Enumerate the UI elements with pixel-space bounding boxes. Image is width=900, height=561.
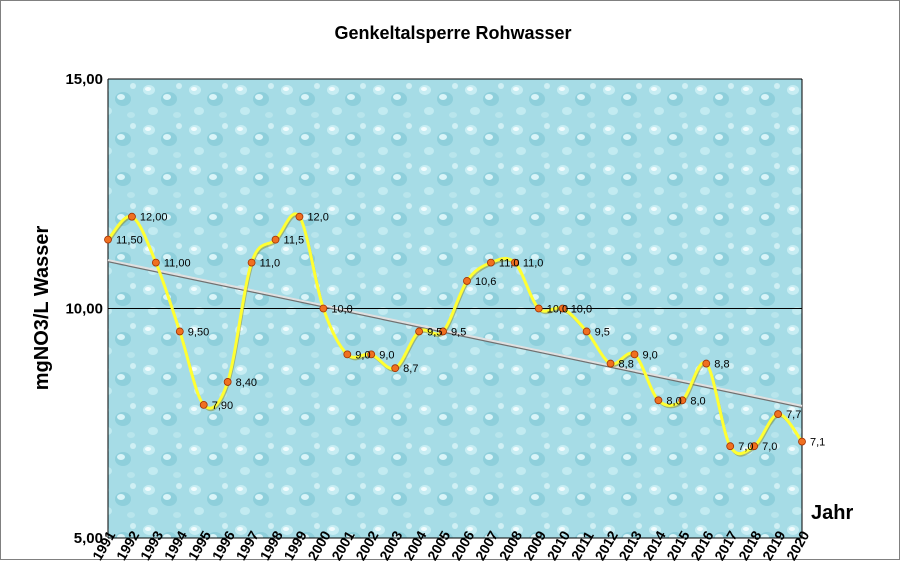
trendline (107, 259, 803, 407)
trendline-shadow (107, 260, 803, 409)
data-label: 8,0 (666, 395, 681, 407)
data-point (223, 378, 232, 386)
series-line-shadow (108, 215, 804, 457)
data-label: 8,0 (690, 395, 705, 407)
y-axis-title: mgNO3/L Wasser (31, 226, 53, 391)
data-label: 7,0 (762, 441, 777, 453)
data-label: 12,0 (307, 212, 328, 224)
data-label: 11,00 (164, 258, 191, 270)
data-point (510, 258, 519, 267)
data-point (367, 350, 376, 359)
data-label: 10,0 (331, 304, 352, 316)
series-line (106, 212, 804, 456)
data-point (606, 359, 615, 368)
data-label: 11,5 (284, 235, 305, 247)
data-point (128, 212, 136, 221)
data-point (391, 364, 400, 373)
data-point (199, 400, 208, 409)
y-tick-label: 10,00 (65, 301, 103, 318)
data-label: 9,50 (188, 326, 209, 338)
chart-title: Genkeltalsperre Rohwasser (334, 23, 571, 43)
data-label: 8,8 (714, 359, 729, 371)
data-label: 9,5 (595, 326, 610, 338)
data-point (151, 258, 160, 267)
data-point (439, 327, 447, 336)
y-tick-label: 5,00 (74, 530, 103, 547)
data-point (582, 327, 591, 336)
data-point (295, 212, 304, 221)
data-point (463, 277, 471, 285)
data-point (104, 235, 112, 244)
data-label: 11,50 (116, 235, 143, 247)
data-label: 11,0 (523, 258, 544, 270)
data-point (175, 327, 184, 336)
data-point (702, 359, 711, 368)
data-label: 8,40 (236, 377, 257, 389)
data-label: 7,1 (810, 437, 825, 449)
data-point (726, 442, 735, 451)
data-label: 12,00 (140, 212, 168, 224)
axes: 5,0010,0015,0019911992199319941995199619… (65, 71, 812, 561)
data-point (750, 442, 759, 451)
data-point (774, 410, 782, 418)
data-point (654, 396, 663, 405)
data-point (798, 437, 806, 446)
y-tick-label: 15,00 (65, 71, 103, 88)
data-point (247, 258, 256, 267)
x-axis-title: Jahr (811, 502, 853, 524)
data-label: 8,7 (403, 363, 418, 375)
data-point (343, 350, 352, 359)
data-point (630, 350, 639, 359)
data-label: 9,5 (427, 326, 442, 338)
data-label: 11,0 (499, 258, 520, 270)
data-label: 9,0 (642, 349, 657, 361)
data-label: 11,0 (260, 258, 281, 270)
data-label: 10,0 (547, 304, 568, 316)
data-label: 7,0 (738, 441, 753, 453)
data-point (486, 258, 495, 267)
data-label: 7,90 (212, 400, 233, 412)
data-label: 10,0 (571, 304, 592, 316)
data-label: 9,0 (355, 349, 370, 361)
data-point (678, 396, 687, 405)
data-point (534, 304, 543, 313)
data-point (415, 327, 424, 336)
data-label: 8,8 (619, 359, 634, 371)
data-label: 10,6 (475, 276, 496, 288)
data-point (319, 304, 328, 313)
data-point (271, 235, 280, 244)
data-point (558, 304, 567, 313)
data-labels: 11,5012,0011,009,507,908,4011,011,512,01… (116, 212, 825, 454)
data-label: 9,5 (451, 326, 466, 338)
data-label: 7,7 (786, 409, 801, 421)
series-group (104, 212, 806, 457)
data-label: 9,0 (379, 349, 394, 361)
